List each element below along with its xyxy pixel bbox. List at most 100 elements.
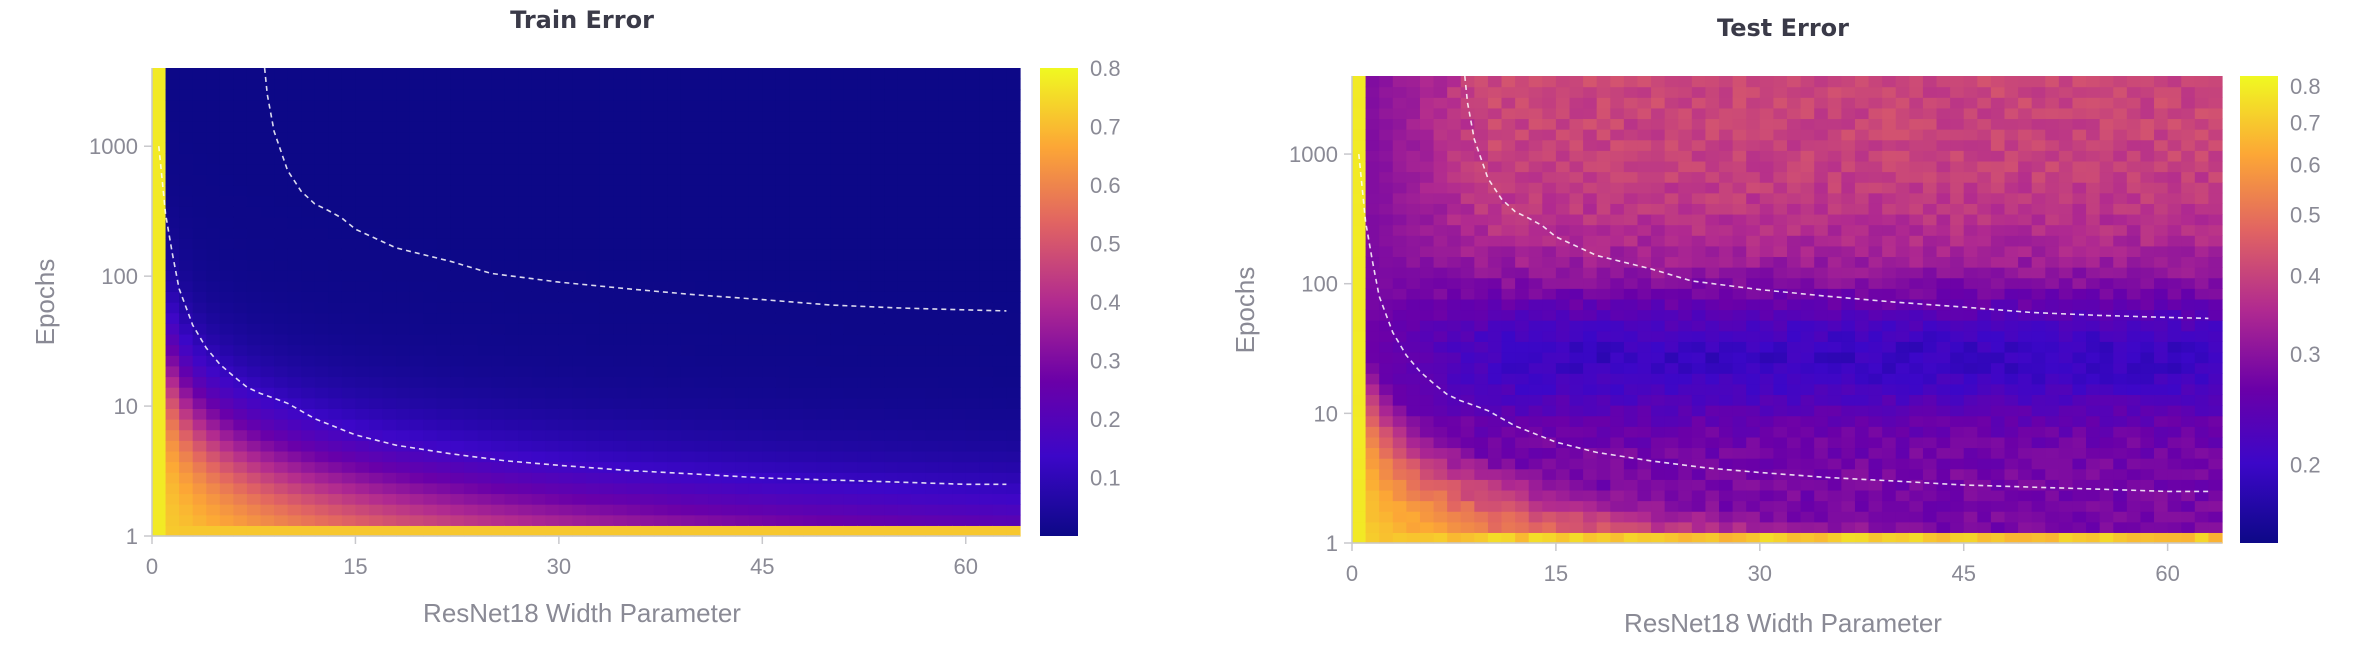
heatmap-cell <box>680 461 696 473</box>
heatmap-cell <box>1800 362 1815 374</box>
heatmap-cell <box>721 397 736 409</box>
heatmap-cell <box>572 185 587 197</box>
heatmap-cell <box>1542 532 1557 544</box>
heatmap-cell <box>1963 182 1978 194</box>
heatmap-cell <box>382 323 397 335</box>
heatmap-cell <box>762 163 777 175</box>
heatmap-cell <box>558 333 574 346</box>
heatmap-cell <box>1868 182 1883 194</box>
heatmap-cell <box>152 514 167 526</box>
heatmap-cells <box>152 68 1021 537</box>
heatmap-cell <box>1352 203 1367 215</box>
heatmap-cell <box>1569 415 1584 427</box>
heatmap-cell <box>1352 426 1367 438</box>
heatmap-cell <box>1542 160 1557 173</box>
heatmap-cell <box>1868 426 1883 438</box>
heatmap-cell <box>979 440 994 452</box>
heatmap-cell <box>219 514 234 526</box>
heatmap-cell <box>1854 118 1870 130</box>
heatmap-cell <box>992 99 1008 112</box>
heatmap-cell <box>463 333 479 346</box>
heatmap-cell <box>1460 458 1475 470</box>
heatmap-cell <box>477 440 492 452</box>
heatmap-cell <box>748 504 763 516</box>
heatmap-cell <box>803 142 818 154</box>
heatmap-cell <box>463 344 479 356</box>
heatmap-cell <box>1719 447 1734 459</box>
heatmap-cell <box>1352 309 1367 321</box>
heatmap-cell <box>694 450 709 463</box>
heatmap-cell <box>1841 224 1856 236</box>
heatmap-cell <box>341 355 357 367</box>
heatmap-cell <box>165 153 180 165</box>
heatmap-cell <box>1487 267 1503 279</box>
heatmap-cell <box>925 227 940 239</box>
heatmap-cell <box>572 355 587 367</box>
heatmap-cell <box>2004 373 2019 385</box>
heatmap-cell <box>1637 298 1652 311</box>
heatmap-cell <box>1691 458 1707 470</box>
heatmap-cell <box>2004 394 2019 406</box>
heatmap-cell <box>246 280 262 292</box>
heatmap-cell <box>477 195 492 207</box>
heatmap-cell <box>1623 415 1639 427</box>
heatmap-cell <box>586 121 601 133</box>
heatmap-cell <box>165 482 180 495</box>
heatmap-cell <box>1379 511 1394 523</box>
heatmap-cell <box>382 99 397 112</box>
heatmap-cell <box>1569 436 1584 449</box>
heatmap-cell <box>911 185 926 197</box>
heatmap-cell <box>1419 277 1435 289</box>
heatmap-cell <box>1596 267 1611 279</box>
heatmap-cell <box>1854 86 1870 98</box>
heatmap-cell <box>450 78 465 90</box>
heatmap-cell <box>911 440 926 452</box>
heatmap-cell <box>1950 383 1965 396</box>
heatmap-cell <box>301 68 316 80</box>
heatmap-cell <box>925 259 940 271</box>
heatmap-cell <box>1827 458 1842 470</box>
heatmap-cell <box>206 344 221 356</box>
heatmap-cell <box>1379 76 1394 88</box>
heatmap-cell <box>274 365 289 378</box>
heatmap-cell <box>1950 171 1965 183</box>
heatmap-cell <box>1759 479 1774 491</box>
heatmap-cell <box>1474 447 1489 459</box>
heatmap-cell <box>1922 213 1938 226</box>
heatmap-cell <box>599 450 614 463</box>
heatmap-cell <box>1759 405 1774 417</box>
heatmap-cell <box>1922 341 1938 353</box>
heatmap-cell <box>206 185 221 197</box>
heatmap-cell <box>599 206 614 218</box>
heatmap-cell <box>694 216 709 229</box>
heatmap-cell <box>626 365 641 378</box>
heatmap-cell <box>1365 341 1380 353</box>
heatmap-cell <box>1705 213 1720 226</box>
heatmap-cell <box>979 121 994 133</box>
heatmap-cell <box>1419 150 1435 162</box>
heatmap-cell <box>165 185 180 197</box>
heatmap-cell <box>314 185 329 197</box>
heatmap-cell <box>1651 160 1666 173</box>
heatmap-cell <box>1006 440 1021 452</box>
heatmap-cell <box>233 504 248 516</box>
heatmap-cell <box>504 216 519 229</box>
heatmap-cell <box>775 248 791 261</box>
heatmap-cell <box>328 68 343 80</box>
heatmap-cell <box>491 248 506 261</box>
heatmap-cell <box>463 110 479 122</box>
heatmap-cell <box>992 493 1008 505</box>
heatmap-cell <box>531 174 546 186</box>
heatmap-cell <box>355 461 370 473</box>
heatmap-cell <box>1922 192 1938 204</box>
heatmap-cell <box>1936 479 1951 491</box>
heatmap-cell <box>518 110 533 122</box>
heatmap-cell <box>1352 129 1367 141</box>
heatmap-cell <box>803 514 818 526</box>
heatmap-cell <box>1705 160 1720 173</box>
heatmap-cell <box>314 482 329 495</box>
heatmap-cell <box>1841 351 1856 364</box>
heatmap-cell <box>1447 160 1462 173</box>
heatmap-cell <box>721 185 736 197</box>
heatmap-cell <box>382 216 397 229</box>
